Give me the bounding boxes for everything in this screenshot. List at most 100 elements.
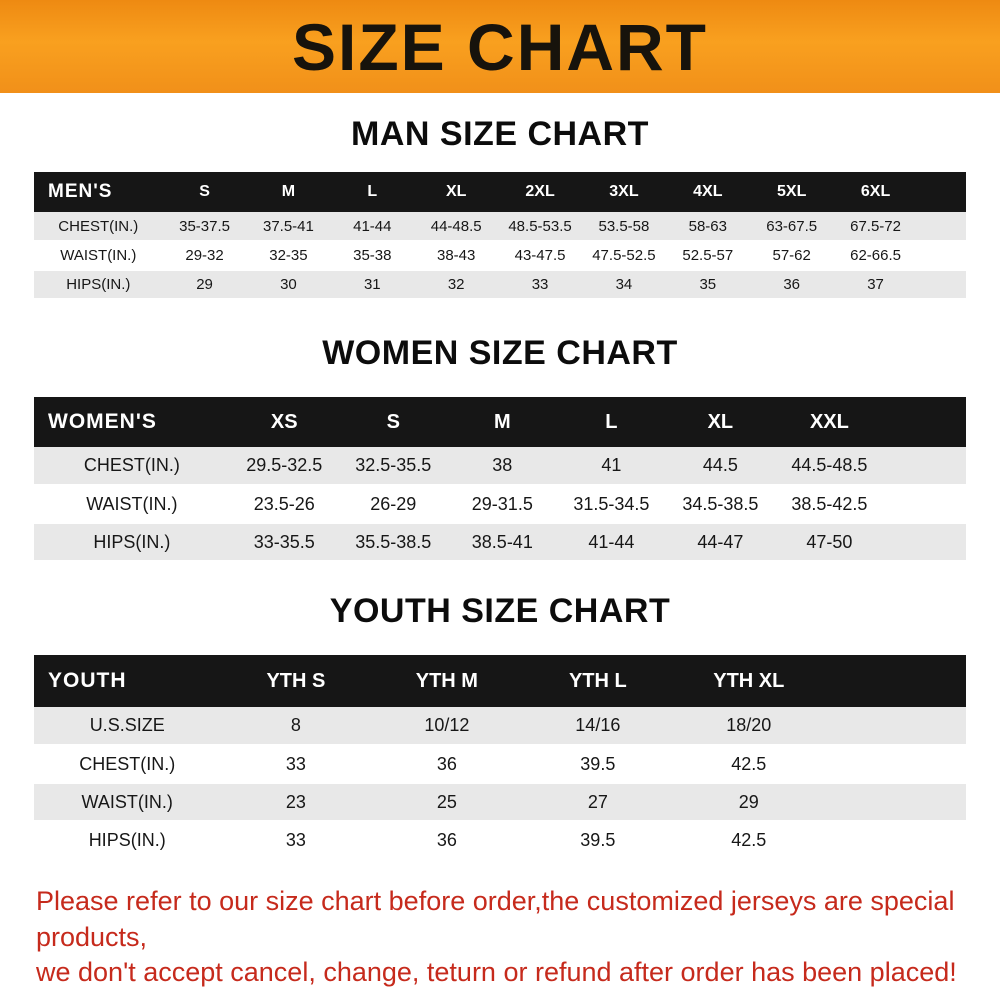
banner-title: SIZE CHART [292, 9, 708, 84]
spacer-cell [884, 447, 966, 485]
size-column-header: 4XL [665, 172, 750, 212]
size-value: 37 [867, 276, 884, 293]
size-value: 62-66.5 [850, 247, 901, 264]
size-value: 44-48.5 [430, 217, 482, 235]
row-label: CHEST(IN.) [79, 753, 176, 774]
size-value: 34.5-38.5 [682, 493, 759, 514]
size-value: 26-29 [370, 493, 417, 514]
size-value: 10/12 [424, 715, 470, 735]
size-value: 48.5-53.5 [508, 217, 572, 235]
size-value: 23.5-26 [253, 493, 315, 514]
row-label: WAIST(IN.) [81, 791, 173, 812]
size-value: 33 [531, 276, 549, 293]
women-section: WOMEN SIZE CHART WOMEN'S XS S M L XL XXL CHEST(… [34, 334, 966, 562]
measurement-row: WAIST(IN.) 23 25 27 29 [34, 783, 966, 821]
table-header-row: WOMEN'S XS S M L XL XXL [34, 397, 966, 447]
measurement-row: WAIST(IN.) 29-32 32-35 35-38 38-43 43-47.5 47.… [34, 241, 966, 270]
size-column-header: YTH M [371, 655, 523, 707]
size-value: 47.5-52.5 [592, 247, 656, 264]
size-column-header: M [246, 172, 331, 212]
row-label: CHEST(IN.) [58, 217, 139, 235]
men-section: MAN SIZE CHART MEN'S S M L XL 2XL 3XL 4XL 5XL 6XL… [34, 115, 966, 300]
notice-line-1: Please refer to our size chart before or… [36, 886, 955, 952]
size-value: 33-35.5 [253, 531, 315, 552]
row-label: HIPS(IN.) [88, 829, 166, 850]
measurement-row: HIPS(IN.) 33-35.5 35.5-38.5 38.5-41 41-44 44-… [34, 523, 966, 561]
size-value: 47-50 [806, 531, 853, 552]
size-value: 25 [436, 791, 457, 812]
size-value: 30 [280, 276, 297, 293]
size-value: 35-38 [353, 247, 392, 264]
table-header-row: YOUTH YTH S YTH M YTH L YTH XL [34, 655, 966, 707]
youth-size-table: YOUTH YTH S YTH M YTH L YTH XL U.S.SIZE 8 10/12… [34, 655, 966, 860]
size-value: 23 [285, 791, 306, 812]
size-value: 31 [363, 276, 381, 293]
womens-size-table: WOMEN'S XS S M L XL XXL CHEST(IN.) 29.5-32.5 32.5… [34, 397, 966, 562]
men-section-heading: MAN SIZE CHART [351, 115, 649, 153]
order-notice: Please refer to our size chart before or… [34, 884, 966, 991]
row-label: HIPS(IN.) [93, 531, 171, 552]
size-value: 43-47.5 [514, 247, 566, 264]
size-value: 42.5 [731, 753, 767, 774]
table-title: YOUTH [34, 655, 221, 707]
youth-section: YOUTH SIZE CHART YOUTH YTH S YTH M YTH L YTH… [34, 592, 966, 860]
size-value: 32-35 [269, 247, 308, 264]
spacer-cell [883, 397, 966, 447]
size-value: 39.5 [580, 753, 616, 774]
size-column-header: 5XL [749, 172, 834, 212]
size-column-header: 2XL [498, 172, 582, 212]
measurement-row: WAIST(IN.) 23.5-26 26-29 29-31.5 31.5-34.5 34… [34, 485, 966, 523]
size-column-header: S [338, 397, 448, 447]
size-value: 58-63 [688, 217, 727, 235]
row-label: WAIST(IN.) [60, 247, 137, 264]
women-section-heading: WOMEN SIZE CHART [322, 334, 678, 372]
measurement-row: HIPS(IN.) 33 36 39.5 42.5 [34, 821, 966, 859]
measurement-row: U.S.SIZE 8 10/12 14/16 18/20 [34, 707, 966, 745]
size-column-header: S [162, 172, 247, 212]
size-chart-banner: SIZE CHART [0, 0, 1000, 93]
size-value: 36 [436, 753, 457, 774]
size-value: 53.5-58 [598, 217, 650, 235]
size-column-header: 6XL [833, 172, 918, 212]
size-value: 36 [436, 829, 457, 850]
spacer-cell [824, 707, 966, 745]
spacer-cell [917, 212, 966, 241]
size-value: 14/16 [575, 715, 621, 735]
row-label: CHEST(IN.) [83, 455, 180, 475]
size-value: 34 [615, 276, 633, 293]
size-value: 18/20 [726, 715, 772, 735]
table-title: MEN'S [34, 172, 163, 212]
spacer-cell [917, 270, 966, 299]
size-value: 32.5-35.5 [355, 455, 432, 475]
measurement-row: CHEST(IN.) 29.5-32.5 32.5-35.5 38 41 44.5 44.5… [34, 447, 966, 485]
size-value: 42.5 [731, 829, 767, 850]
spacer-cell [824, 783, 966, 821]
size-value: 41 [601, 455, 622, 475]
size-value: 33 [285, 829, 306, 850]
size-column-header: XL [665, 397, 775, 447]
size-column-header: L [330, 172, 415, 212]
size-column-header: YTH L [522, 655, 674, 707]
size-value: 37.5-41 [262, 217, 314, 235]
size-value: 29.5-32.5 [246, 455, 323, 475]
size-value: 41-44 [588, 531, 635, 552]
mens-size-table: MEN'S S M L XL 2XL 3XL 4XL 5XL 6XL CHEST(IN.) 35-37… [34, 172, 966, 300]
spacer-cell [824, 745, 966, 783]
size-value: 57-62 [772, 247, 811, 264]
size-value: 39.5 [580, 829, 616, 850]
spacer-cell [884, 523, 966, 561]
table-header-row: MEN'S S M L XL 2XL 3XL 4XL 5XL 6XL [34, 172, 966, 212]
size-value: 63-67.5 [766, 217, 818, 235]
size-value: 33 [285, 753, 306, 774]
size-column-header: XL [414, 172, 499, 212]
size-column-header: YTH XL [673, 655, 825, 707]
size-value: 35.5-38.5 [355, 531, 432, 552]
row-label: HIPS(IN.) [66, 276, 131, 293]
size-column-header: 3XL [581, 172, 666, 212]
size-value: 35 [699, 276, 717, 293]
measurement-row: HIPS(IN.) 29 30 31 32 33 34 35 36 37 [34, 270, 966, 299]
spacer-cell [884, 485, 966, 523]
size-value: 38.5-41 [471, 531, 533, 552]
measurement-row: CHEST(IN.) 35-37.5 37.5-41 41-44 44-48.5 48.5… [34, 212, 966, 241]
notice-line-2: we don't accept cancel, change, teturn o… [36, 957, 957, 988]
